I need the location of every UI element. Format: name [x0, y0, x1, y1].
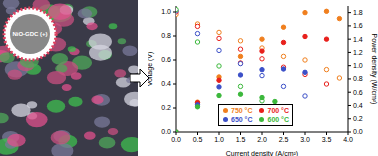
svg-text:1.8: 1.8 — [353, 9, 363, 16]
svg-text:Voltage (V): Voltage (V) — [148, 52, 154, 87]
svg-text:0.0: 0.0 — [353, 128, 363, 135]
svg-text:0.0: 0.0 — [171, 136, 181, 143]
svg-text:3.5: 3.5 — [322, 136, 332, 143]
svg-text:0.5: 0.5 — [193, 136, 203, 143]
html-text:600 °C: 600 °C — [267, 116, 289, 123]
svg-text:0.0: 0.0 — [161, 128, 171, 135]
svg-text:3.0: 3.0 — [300, 136, 310, 143]
svg-text:0.4: 0.4 — [161, 80, 171, 87]
html-text:700 °C: 700 °C — [267, 107, 289, 114]
svg-text:0.6: 0.6 — [161, 56, 171, 63]
svg-text:4.0: 4.0 — [343, 136, 353, 143]
svg-text:Current density (A/cm²): Current density (A/cm²) — [226, 150, 298, 156]
svg-text:1.5: 1.5 — [236, 136, 246, 143]
svg-text:2.0: 2.0 — [257, 136, 267, 143]
svg-text:0.8: 0.8 — [161, 32, 171, 39]
svg-text:0.8: 0.8 — [353, 75, 363, 82]
svg-text:NiO-GDC (+): NiO-GDC (+) — [12, 31, 47, 37]
svg-text:0.2: 0.2 — [161, 104, 171, 111]
svg-text:1.6: 1.6 — [353, 22, 363, 29]
svg-text:1.0: 1.0 — [353, 62, 363, 69]
svg-text:Power density (W/cm²): Power density (W/cm²) — [370, 34, 371, 105]
html-text:650 °C: 650 °C — [231, 116, 253, 123]
svg-text:2.5: 2.5 — [279, 136, 289, 143]
svg-text:0.2: 0.2 — [353, 115, 363, 122]
svg-text:1.4: 1.4 — [353, 36, 363, 43]
html-text:750 °C: 750 °C — [231, 107, 253, 114]
svg-text:1.2: 1.2 — [353, 49, 363, 56]
svg-text:0.6: 0.6 — [353, 89, 363, 96]
svg-text:1.0: 1.0 — [161, 8, 171, 15]
svg-text:1.0: 1.0 — [214, 136, 224, 143]
svg-text:0.4: 0.4 — [353, 102, 363, 109]
